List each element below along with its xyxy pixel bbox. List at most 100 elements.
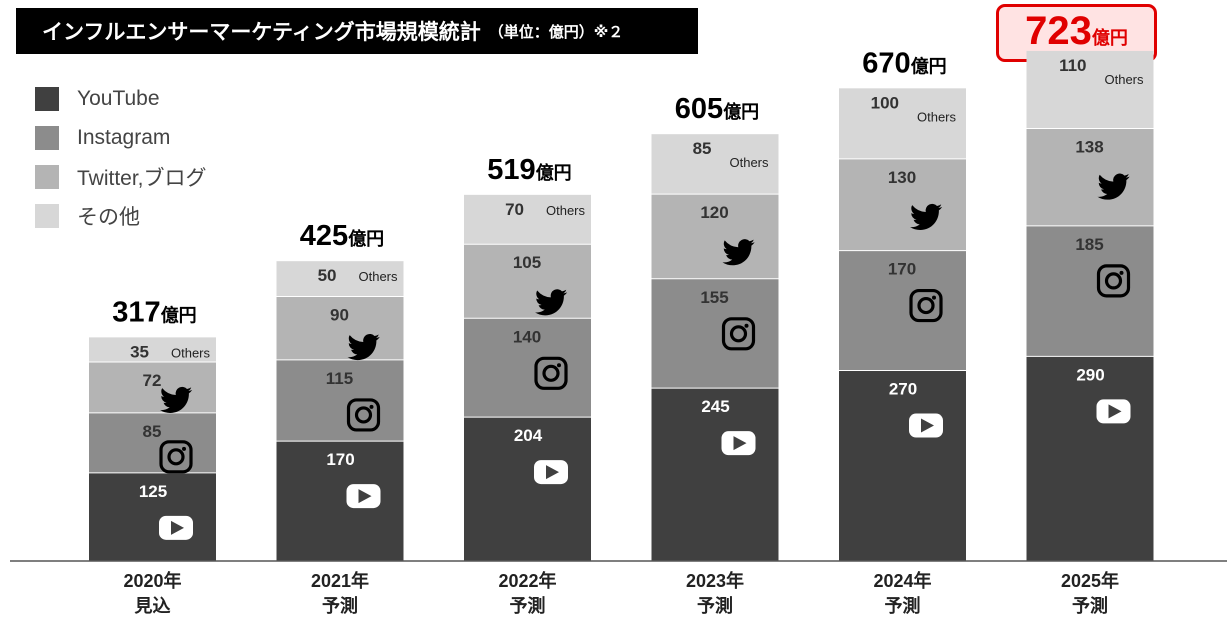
x-tick-label: 見込 xyxy=(134,596,171,616)
bar-stack: 270 170 130 100 Others xyxy=(839,88,966,561)
x-tick-label: 2024年 xyxy=(873,570,931,591)
total-label: 317億円 xyxy=(112,296,196,328)
bar-segment xyxy=(276,441,404,561)
bar-segment xyxy=(651,194,779,279)
totals-group: 317億円 425億円 519億円 605億円 670億円 xyxy=(112,47,946,328)
data-label: 130 xyxy=(888,168,916,187)
data-label: 110 xyxy=(1059,56,1086,75)
youtube-play-glyph xyxy=(358,489,372,504)
x-tick-label: 2022年 xyxy=(498,570,556,591)
x-tick-label: 2025年 xyxy=(1061,570,1119,591)
data-label: 155 xyxy=(700,288,728,307)
others-tag: Others xyxy=(729,155,769,170)
twitter-icon xyxy=(1097,173,1130,200)
youtube-play-glyph xyxy=(171,520,184,535)
data-label: 35 xyxy=(130,342,149,361)
legend-swatch-youtube xyxy=(35,87,59,111)
data-label: 245 xyxy=(701,397,729,416)
x-tick-label: 2023年 xyxy=(686,570,744,591)
x-tick-label: 予測 xyxy=(322,595,358,616)
bar-stack: 204 140 105 70 Others xyxy=(464,194,591,561)
data-label: 50 xyxy=(318,266,337,285)
data-label: 72 xyxy=(143,371,162,390)
legend-swatch-instagram xyxy=(35,126,59,150)
bar-segment xyxy=(839,370,966,561)
x-tick-label: 予測 xyxy=(885,595,921,616)
x-tick-label: 予測 xyxy=(1072,595,1108,616)
bar-segment xyxy=(276,296,404,360)
chart-title-unit-note: （単位：億円）※２ xyxy=(488,23,624,41)
legend-label-others: その他 xyxy=(77,206,140,229)
x-tick-label: 2021年 xyxy=(311,570,369,591)
bar-segment xyxy=(1026,225,1154,357)
youtube-play-glyph xyxy=(546,465,559,480)
data-label: 290 xyxy=(1076,365,1104,384)
twitter-icon xyxy=(910,203,943,231)
data-label: 100 xyxy=(871,93,899,112)
highlight-total-value: 723 xyxy=(1025,9,1092,53)
data-label: 140 xyxy=(513,327,541,346)
legend-swatch-twitter-blog xyxy=(35,165,59,189)
youtube-play-glyph xyxy=(1108,404,1122,419)
instagram-icon xyxy=(534,356,568,390)
data-label: 185 xyxy=(1075,235,1103,254)
legend-swatch-others xyxy=(35,204,59,228)
legend-label-instagram: Instagram xyxy=(77,126,171,149)
data-label: 138 xyxy=(1075,138,1103,157)
chart-title: インフルエンサーマーケティング市場規模統計 xyxy=(42,21,481,44)
bar-segment xyxy=(89,412,216,473)
twitter-icon xyxy=(160,386,193,413)
bar-segment xyxy=(89,472,216,561)
twitter-icon xyxy=(722,239,755,266)
data-label: 170 xyxy=(326,450,354,469)
youtube-play-glyph xyxy=(733,436,747,451)
bar-segment xyxy=(464,417,591,561)
youtube-play-glyph xyxy=(921,418,934,433)
others-tag: Others xyxy=(917,109,957,124)
others-tag: Others xyxy=(171,345,211,360)
x-tick-label: 予測 xyxy=(510,595,546,616)
bar-segment xyxy=(839,158,966,251)
data-label: 115 xyxy=(326,369,353,388)
highlight-total-unit: 億円 xyxy=(1091,28,1128,48)
data-label: 70 xyxy=(505,200,524,219)
data-label: 204 xyxy=(514,426,543,445)
bar-segment xyxy=(1026,356,1154,561)
legend-item-twitter-blog: Twitter,ブログ xyxy=(35,165,207,190)
bar-segment xyxy=(464,318,591,418)
bar-segment xyxy=(464,194,591,245)
total-label: 519億円 xyxy=(487,154,571,186)
bar-segment xyxy=(89,337,216,363)
data-label: 85 xyxy=(693,139,712,158)
data-label: 270 xyxy=(889,380,917,399)
data-label: 85 xyxy=(143,422,162,441)
bar-segment xyxy=(651,134,779,195)
total-label: 605億円 xyxy=(675,93,759,125)
bar-segment xyxy=(276,359,404,442)
legend-label-twitter-blog: Twitter,ブログ xyxy=(77,167,207,190)
others-tag: Others xyxy=(546,203,586,218)
bar-segment xyxy=(839,250,966,371)
x-tick-label: 2020年 xyxy=(123,570,181,591)
instagram-icon xyxy=(346,398,381,432)
x-tick-label: 予測 xyxy=(697,595,733,616)
others-tag: Others xyxy=(1104,72,1144,87)
bar-stack: 125 85 72 35 Others xyxy=(89,337,216,561)
instagram-icon xyxy=(721,317,756,351)
bar-segment xyxy=(464,244,591,319)
data-label: 90 xyxy=(330,305,349,324)
bar-segment xyxy=(89,362,216,413)
chart-title-banner: インフルエンサーマーケティング市場規模統計 （単位：億円）※２ xyxy=(16,8,698,54)
total-label: 425億円 xyxy=(300,220,384,252)
bar-stack: 290 185 138 110 Others xyxy=(1026,50,1154,561)
others-tag: Others xyxy=(359,269,399,284)
data-label: 125 xyxy=(139,482,167,501)
bar-stack: 245 155 120 85 Others xyxy=(651,134,779,561)
instagram-icon xyxy=(1096,264,1131,298)
legend-item-others: その他 xyxy=(35,204,140,229)
bar-segment xyxy=(1026,128,1154,226)
instagram-icon xyxy=(159,440,193,474)
twitter-icon xyxy=(347,333,380,361)
